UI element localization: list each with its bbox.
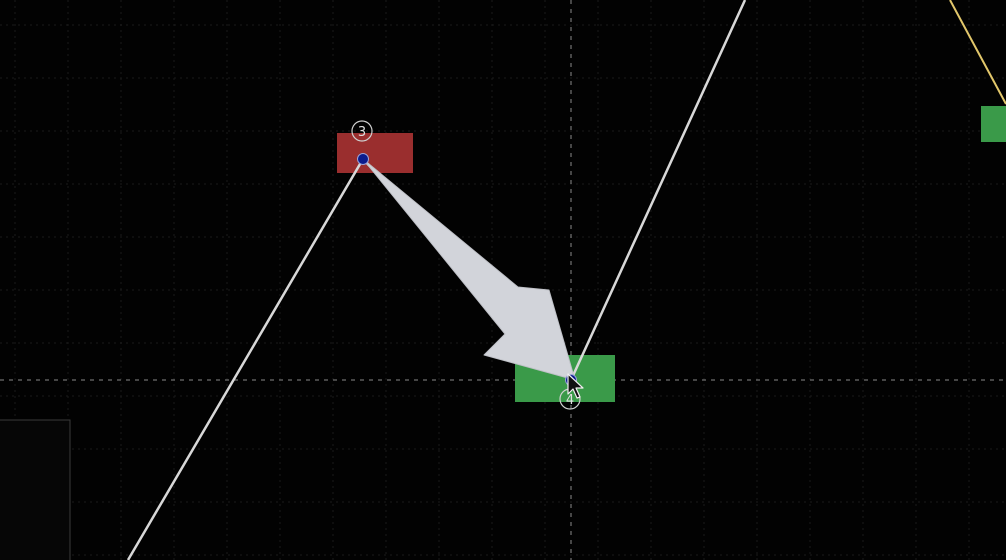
point-3-label-circle: [351, 120, 373, 142]
point-4-label: 4: [566, 393, 574, 408]
point-3-label: 3: [358, 125, 366, 140]
mouse-pointer-icon: [567, 373, 584, 399]
point-3-handle[interactable]: [357, 153, 369, 165]
keyframe-block-red[interactable]: [337, 133, 413, 173]
overlay-panel: [0, 419, 71, 560]
keyframe-block-green-right[interactable]: [981, 106, 1006, 142]
motion-path-line-yellow: [949, 0, 1006, 105]
